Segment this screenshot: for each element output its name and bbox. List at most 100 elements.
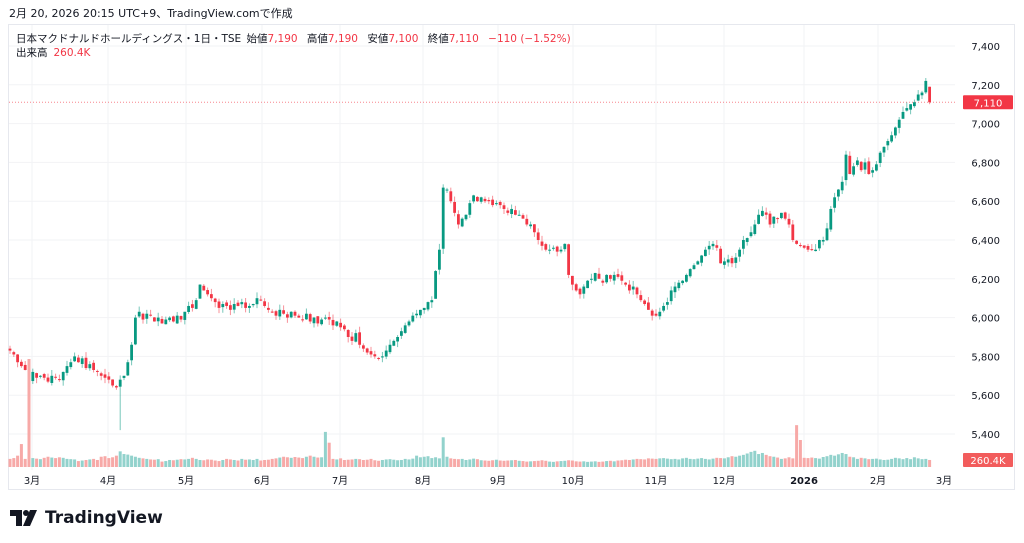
volume-bar xyxy=(551,461,555,467)
y-tick-label: 5,800 xyxy=(971,352,1000,363)
candle-body xyxy=(894,127,897,136)
candle-body xyxy=(312,317,316,324)
volume-bar xyxy=(445,456,449,467)
volume-bar xyxy=(658,458,662,467)
volume-bar xyxy=(141,458,145,467)
volume-bar xyxy=(373,460,377,467)
y-tick-label: 6,600 xyxy=(971,197,1000,208)
volume-bar xyxy=(745,453,749,467)
candle-body xyxy=(852,166,855,175)
candle-body xyxy=(145,313,149,319)
volume-bar xyxy=(35,458,39,467)
candle-body xyxy=(768,213,772,225)
volume-bar xyxy=(282,456,286,467)
candle-body xyxy=(369,351,373,355)
volume-bar xyxy=(12,458,16,467)
volume-bar xyxy=(601,461,605,467)
candle-body xyxy=(103,374,107,378)
volume-bar xyxy=(635,458,639,467)
volume-bar xyxy=(506,460,510,467)
candle-body xyxy=(628,284,631,291)
x-tick-label: 6月 xyxy=(254,475,270,487)
volume-bar xyxy=(513,459,517,467)
candle-body xyxy=(483,198,487,202)
candle-body xyxy=(301,319,304,321)
candle-body xyxy=(84,357,88,369)
symbol-title[interactable]: 日本マクドナルドホールディングス・1日・TSE xyxy=(16,33,242,45)
candle-body xyxy=(586,280,589,289)
candle-body xyxy=(643,300,646,305)
candle-body xyxy=(764,212,768,215)
volume-bar xyxy=(225,458,229,467)
candle-body xyxy=(571,275,574,285)
brand-name: TradingView xyxy=(45,508,163,528)
volume-bar xyxy=(156,459,160,467)
volume-bar xyxy=(525,461,529,467)
volume-bar xyxy=(779,458,783,467)
candle-body xyxy=(80,358,84,364)
candle-body xyxy=(597,273,601,279)
x-tick-label: 9月 xyxy=(490,475,506,487)
candle-body xyxy=(453,201,456,213)
open-label: 始値 xyxy=(246,33,268,45)
volume-bar xyxy=(354,458,358,467)
volume-bar xyxy=(605,461,609,467)
volume-bar xyxy=(403,458,407,467)
candle-body xyxy=(867,161,871,175)
candle-body xyxy=(58,379,61,381)
candle-body xyxy=(692,265,696,270)
candle-body xyxy=(164,319,168,325)
last-price-badge xyxy=(963,95,1013,110)
candle-body xyxy=(544,244,548,250)
volume-bar xyxy=(365,459,369,467)
candle-body xyxy=(251,304,255,306)
volume-bar xyxy=(787,457,791,467)
y-tick-label: 6,200 xyxy=(971,275,1000,286)
candle-body xyxy=(806,246,810,250)
volume-bar xyxy=(164,461,168,467)
tradingview-logo[interactable]: TradingView xyxy=(10,508,163,528)
candle-body xyxy=(506,210,510,213)
volume-bar xyxy=(339,458,343,467)
candle-body xyxy=(282,310,285,314)
candle-body xyxy=(802,245,806,248)
tradingview-logo-icon xyxy=(10,510,37,526)
candle-body xyxy=(704,249,707,257)
volume-bar xyxy=(871,458,875,467)
candle-body xyxy=(780,212,783,219)
volume-bar xyxy=(213,460,217,467)
volume-bar xyxy=(563,460,567,467)
volume-bar xyxy=(449,458,453,467)
ohlc-legend: 日本マクドナルドホールディングス・1日・TSE 始値7,190 高値7,190 … xyxy=(16,31,577,46)
volume-bar xyxy=(749,451,753,467)
candle-body xyxy=(920,92,924,96)
candle-body xyxy=(555,246,559,252)
volume-bar xyxy=(377,460,381,467)
candle-body xyxy=(438,249,441,270)
volume-bar xyxy=(886,459,890,467)
candle-body xyxy=(149,314,152,316)
volume-bar xyxy=(312,456,316,467)
candle-body xyxy=(468,203,472,215)
candle-body xyxy=(787,218,791,225)
candle-body xyxy=(400,331,403,336)
candle-body xyxy=(810,249,814,251)
volume-label: 出来高 xyxy=(16,47,48,59)
y-tick-label: 5,400 xyxy=(971,430,1000,441)
x-tick-label: 7月 xyxy=(332,475,348,487)
candle-body xyxy=(654,313,658,316)
volume-bar xyxy=(266,459,270,467)
candle-body xyxy=(514,210,517,215)
candle-body xyxy=(707,245,711,250)
volume-bar xyxy=(624,459,628,467)
volume-bar xyxy=(491,460,495,467)
volume-bar xyxy=(133,456,137,467)
volume-bar xyxy=(407,459,411,467)
candle-body xyxy=(837,189,840,197)
volume-bar xyxy=(236,460,240,467)
last-volume-label: 260.4K xyxy=(970,456,1006,467)
volume-bar xyxy=(700,458,704,467)
volume-bar xyxy=(567,460,571,467)
volume-bar xyxy=(327,442,331,467)
